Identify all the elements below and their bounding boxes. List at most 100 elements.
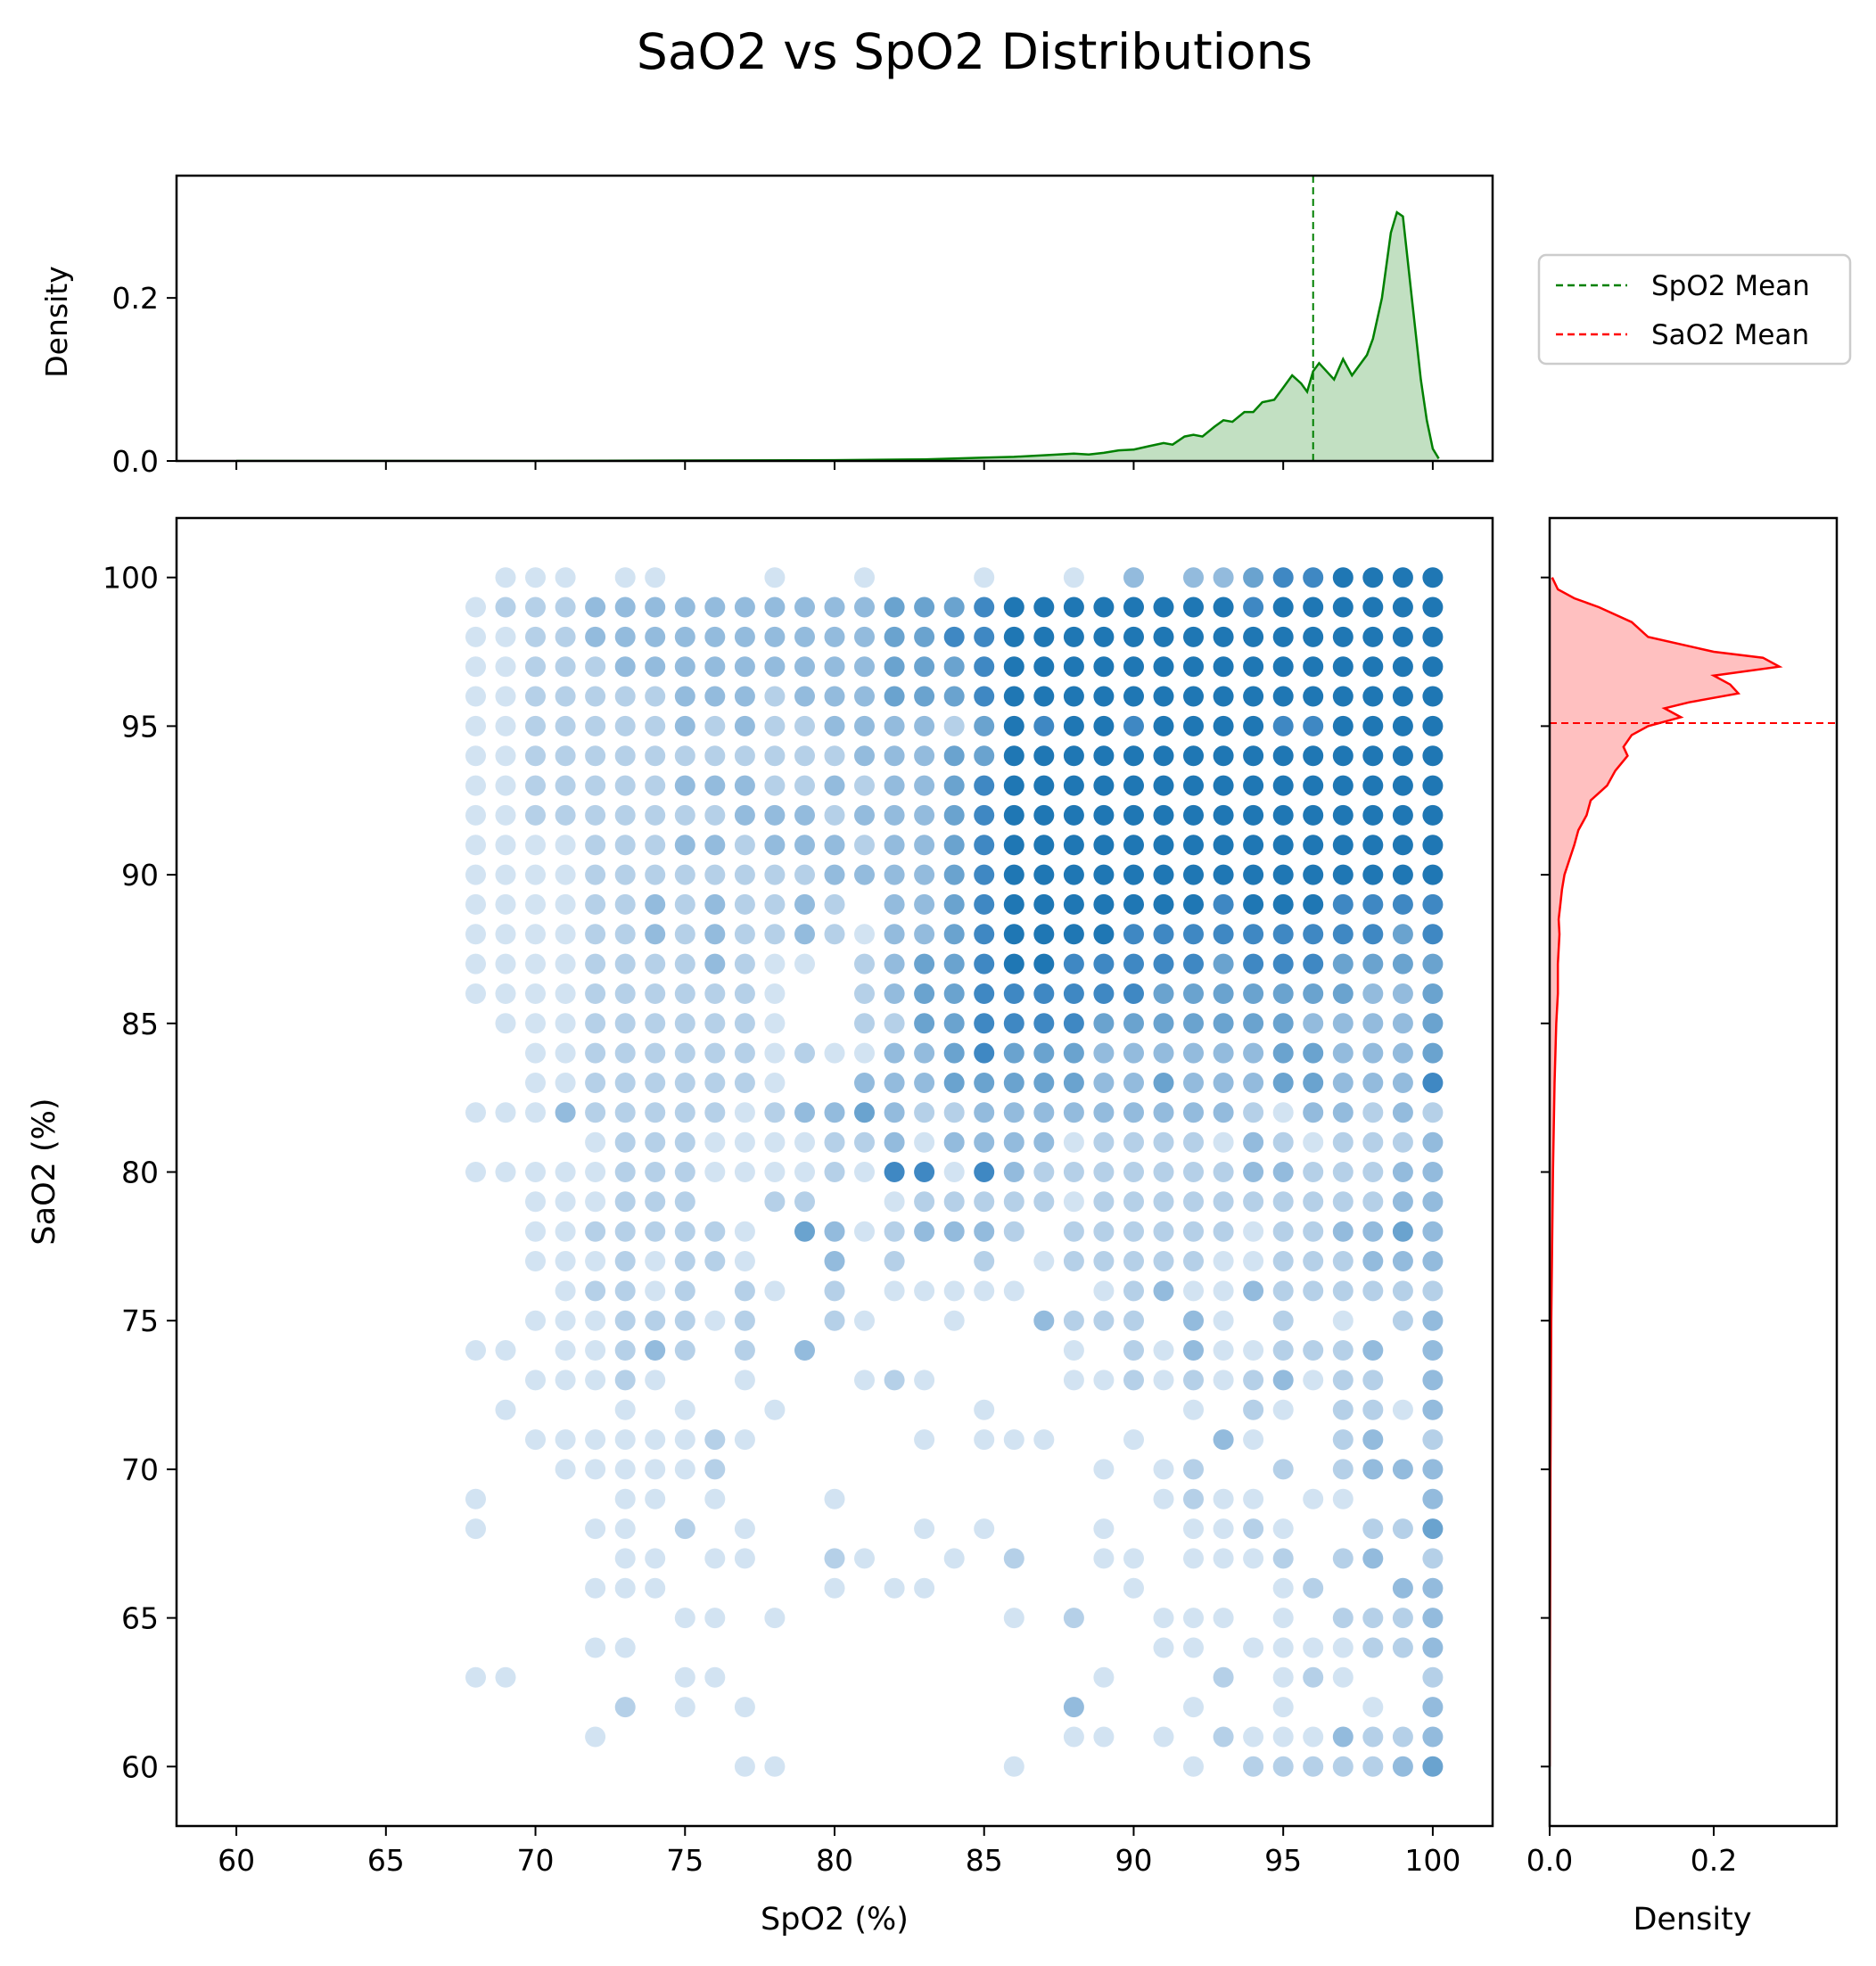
scatter-point (1063, 1697, 1084, 1718)
scatter-point (1422, 1102, 1444, 1123)
scatter-point (585, 1637, 606, 1658)
scatter-point (614, 983, 636, 1004)
scatter-point (914, 1042, 935, 1064)
scatter-point (1362, 626, 1384, 647)
scatter-point (1422, 1191, 1444, 1213)
scatter-point (1033, 1102, 1055, 1123)
scatter-point (1063, 596, 1084, 618)
scatter-point (1093, 775, 1115, 796)
scatter-point (1153, 1370, 1174, 1391)
scatter-point (614, 1102, 636, 1123)
scatter-point (1392, 1013, 1413, 1034)
scatter-point (1153, 1637, 1174, 1658)
scatter-point (943, 1162, 965, 1182)
scatter-point (734, 1102, 755, 1123)
scatter-point (585, 686, 606, 707)
scatter-point (704, 1073, 726, 1093)
scatter-point (704, 1608, 726, 1629)
scatter-point (1153, 1608, 1174, 1629)
scatter-point (1093, 1042, 1115, 1064)
scatter-point (525, 775, 546, 796)
scatter-point (1362, 1518, 1384, 1540)
scatter-point (1422, 1577, 1444, 1599)
scatter-point (1093, 893, 1115, 915)
scatter-point (974, 1073, 995, 1093)
scatter-point (794, 1162, 815, 1182)
scatter-point (1392, 567, 1413, 588)
scatter-point (764, 626, 786, 647)
scatter-point (1243, 1251, 1264, 1271)
scatter-point (1332, 864, 1354, 885)
scatter-point (854, 1221, 875, 1242)
scatter-point (884, 983, 905, 1004)
scatter-point (1213, 596, 1234, 618)
scatter-point (555, 1370, 576, 1391)
scatter-point (1123, 1013, 1144, 1034)
scatter-point (704, 864, 726, 885)
scatter-point (1093, 1251, 1115, 1271)
scatter-point (614, 1518, 636, 1540)
scatter-point (465, 864, 486, 885)
scatter-point (734, 1251, 755, 1271)
scatter-point (884, 686, 905, 707)
scatter-point (764, 1608, 786, 1629)
scatter-point (1332, 626, 1354, 647)
scatter-point (1003, 924, 1024, 945)
scatter-point (914, 1221, 935, 1242)
scatter-point (914, 953, 935, 975)
scatter-point (1332, 1042, 1354, 1064)
scatter-point (614, 1162, 636, 1182)
scatter-point (884, 1280, 905, 1302)
scatter-point (914, 1073, 935, 1093)
scatter-point (1123, 1548, 1144, 1569)
scatter-point (495, 1162, 516, 1182)
scatter-point (1243, 983, 1264, 1004)
scatter-point (1123, 1370, 1144, 1391)
scatter-point (824, 626, 845, 647)
x-tick-label: 95 (1264, 1843, 1302, 1878)
scatter-point (465, 893, 486, 915)
scatter-point (1243, 1399, 1264, 1420)
scatter-point (1392, 1131, 1413, 1153)
scatter-point (824, 1131, 845, 1153)
scatter-point (1422, 1280, 1444, 1302)
scatter-point (1303, 1251, 1324, 1271)
scatter-point (734, 835, 755, 856)
scatter-point (1422, 1637, 1444, 1658)
scatter-point (1303, 893, 1324, 915)
scatter-point (525, 983, 546, 1004)
scatter-point (734, 864, 755, 885)
scatter-point (943, 626, 965, 647)
scatter-point (914, 1191, 935, 1213)
scatter-point (734, 1221, 755, 1242)
scatter-point (1362, 1073, 1384, 1093)
scatter-point (1303, 1131, 1324, 1153)
scatter-point (854, 924, 875, 945)
scatter-point (495, 1102, 516, 1123)
scatter-point (854, 656, 875, 678)
scatter-point (1093, 1102, 1115, 1123)
scatter-point (1123, 775, 1144, 796)
scatter-point (704, 1459, 726, 1480)
scatter-point (645, 1310, 666, 1331)
scatter-point (854, 715, 875, 736)
scatter-point (1243, 1102, 1264, 1123)
scatter-point (943, 1042, 965, 1064)
scatter-point (1213, 1518, 1234, 1540)
scatter-point (1332, 1726, 1354, 1748)
scatter-point (1272, 1340, 1294, 1361)
scatter-point (884, 775, 905, 796)
scatter-point (1392, 864, 1413, 885)
scatter-point (555, 1191, 576, 1213)
scatter-point (1303, 1756, 1324, 1777)
scatter-point (734, 686, 755, 707)
scatter-point (1183, 1251, 1204, 1271)
scatter-point (794, 1340, 815, 1361)
scatter-point (1272, 1251, 1294, 1271)
scatter-point (1332, 1370, 1354, 1391)
scatter-point (704, 983, 726, 1004)
scatter-point (1183, 775, 1204, 796)
scatter-point (914, 775, 935, 796)
scatter-point (1272, 745, 1294, 767)
scatter-point (645, 1131, 666, 1153)
